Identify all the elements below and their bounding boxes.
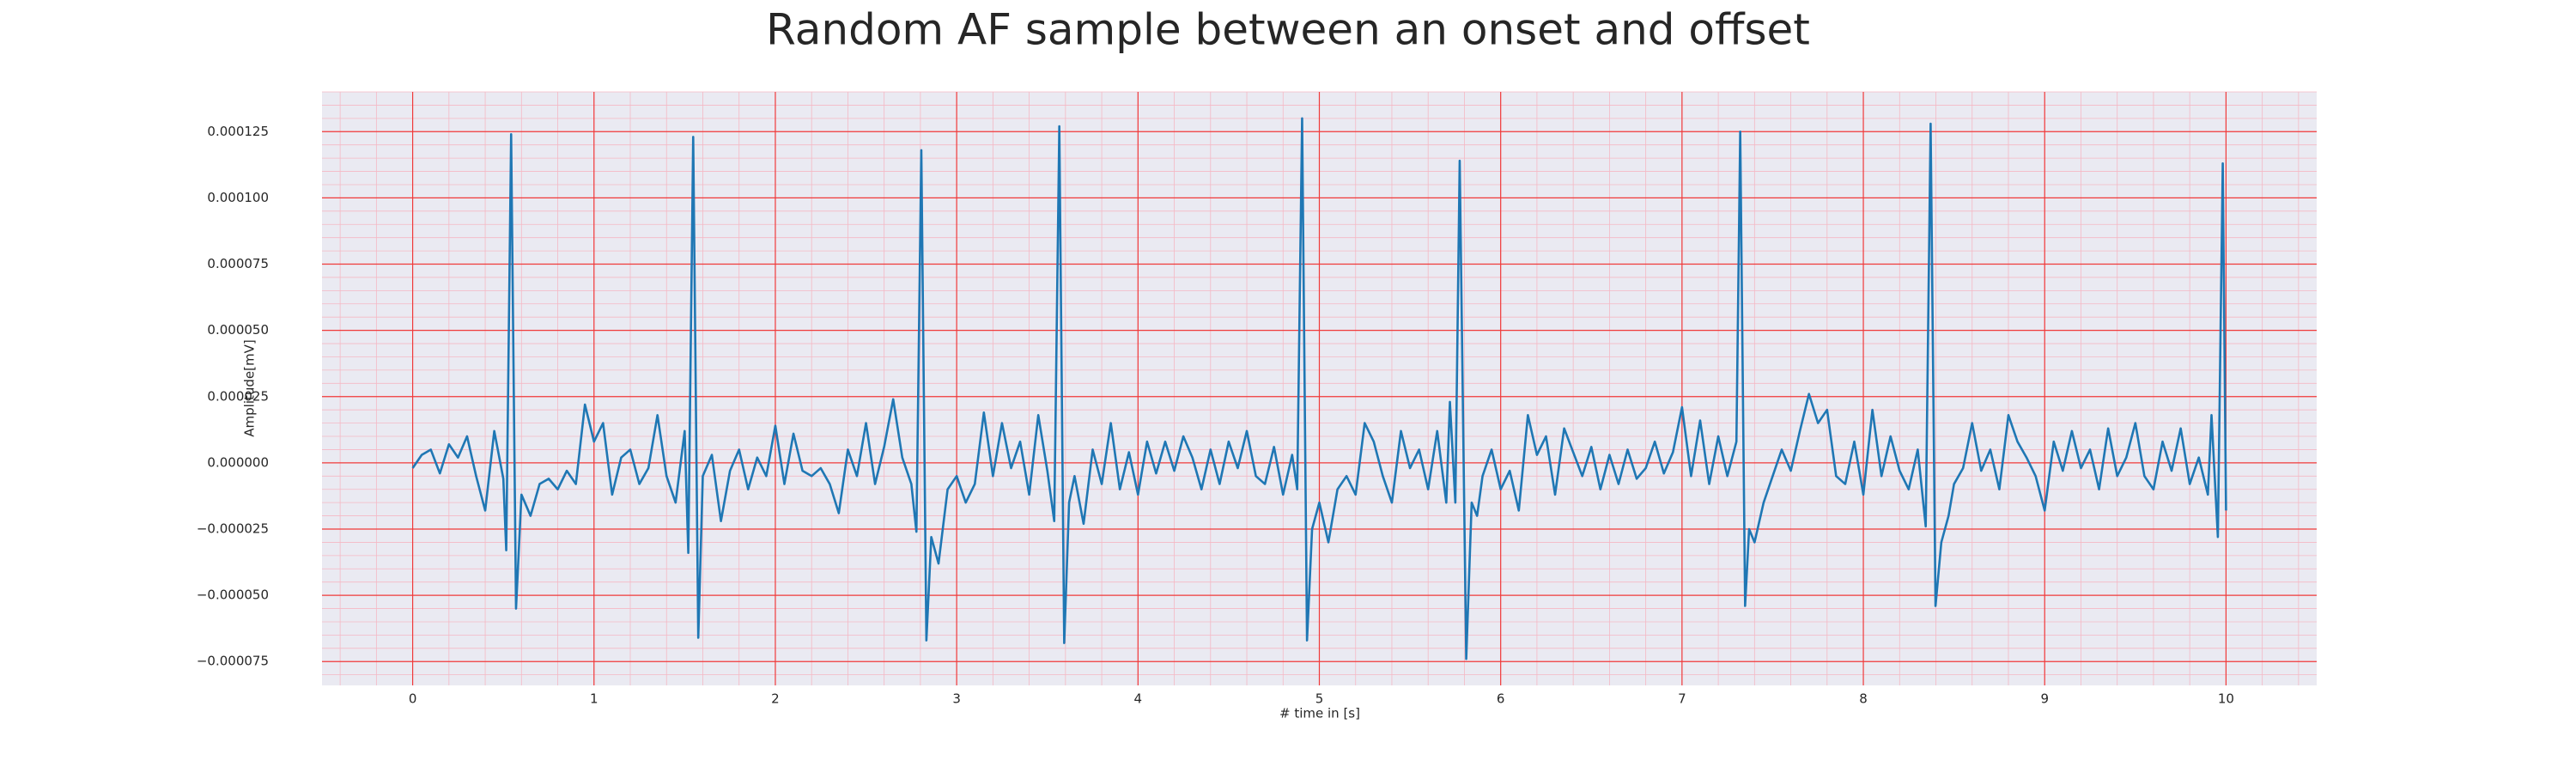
x-tick-label: 2 bbox=[771, 691, 780, 707]
x-tick-label: 5 bbox=[1315, 691, 1324, 707]
x-tick-label: 10 bbox=[2218, 691, 2234, 707]
y-tick-label: 0.000125 bbox=[207, 124, 269, 139]
x-tick-label: 3 bbox=[952, 691, 961, 707]
x-tick-label: 1 bbox=[590, 691, 598, 707]
y-tick-label: −0.000025 bbox=[197, 520, 269, 536]
y-tick-label: 0.000050 bbox=[207, 322, 269, 338]
x-tick-label: 0 bbox=[409, 691, 417, 707]
x-tick-label: 6 bbox=[1497, 691, 1505, 707]
y-tick-label: 0.000075 bbox=[207, 256, 269, 271]
x-axis-label: # time in [s] bbox=[1279, 706, 1360, 721]
y-tick-label: 0.000100 bbox=[207, 190, 269, 205]
y-tick-label: −0.000075 bbox=[197, 654, 269, 669]
y-tick-label: −0.000050 bbox=[197, 587, 269, 603]
y-tick-label: 0.000000 bbox=[207, 454, 269, 470]
x-tick-label: 8 bbox=[1859, 691, 1868, 707]
x-tick-label: 7 bbox=[1678, 691, 1686, 707]
x-tick-label: 4 bbox=[1134, 691, 1143, 707]
x-tick-label: 9 bbox=[2040, 691, 2049, 707]
y-tick-label: 0.000025 bbox=[207, 388, 269, 404]
chart-title: Random AF sample between an onset and of… bbox=[766, 5, 1810, 55]
signal-line bbox=[411, 117, 2227, 660]
y-axis-label: Amplitude[mV] bbox=[242, 339, 258, 436]
